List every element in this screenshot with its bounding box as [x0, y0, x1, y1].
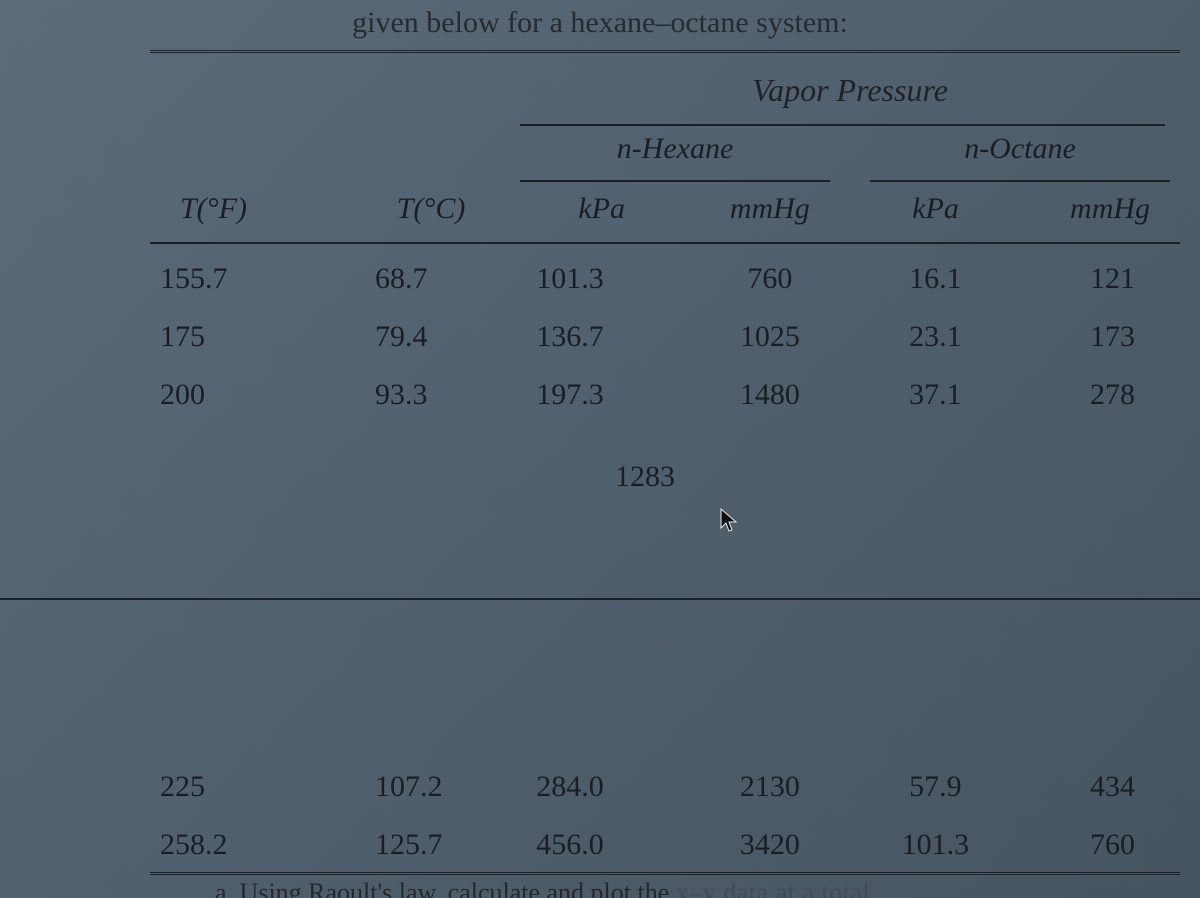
cell-mmhg-octane: 173 — [1018, 320, 1180, 354]
cell-tf: 155.7 — [150, 262, 345, 296]
cell-kpa-hexane: 101.3 — [516, 262, 687, 296]
col-header-mmhg-hexane: mmHg — [687, 192, 853, 238]
col-header-kpa-octane: kPa — [853, 192, 1019, 238]
cell-tc: 107.2 — [345, 770, 516, 804]
table-row: 175 79.4 136.7 1025 23.1 173 — [150, 308, 1180, 366]
col-header-tc: T(°C) — [346, 192, 517, 238]
header-n-octane: n-Octane — [870, 132, 1170, 166]
cell-tf: 200 — [150, 378, 345, 412]
cursor-icon — [720, 508, 738, 534]
page: given below for a hexane–octane system: … — [0, 0, 1200, 898]
table-row: 155.7 68.7 101.3 760 16.1 121 — [150, 250, 1180, 308]
footnote-text-faint: x–y data at a total — [676, 878, 870, 898]
footnote-label: a. — [215, 878, 233, 898]
col-header-kpa-hexane: kPa — [516, 192, 687, 238]
rule-under-hexane — [520, 180, 830, 182]
cell-tc: 68.7 — [345, 262, 516, 296]
cell-kpa-hexane: 456.0 — [516, 828, 687, 862]
cell-kpa-hexane: 284.0 — [516, 770, 687, 804]
cell-kpa-hexane: 197.3 — [516, 378, 687, 412]
rule-under-vapor — [520, 124, 1165, 126]
cell-mmhg-octane: 760 — [1018, 828, 1180, 862]
col-header-tf: T(°F) — [150, 192, 346, 238]
table-row: 258.2 125.7 456.0 3420 101.3 760 — [150, 816, 1180, 874]
cell-kpa-octane: 16.1 — [853, 262, 1019, 296]
cell-mmhg-hexane: 3420 — [687, 828, 853, 862]
cell-kpa-octane: 23.1 — [853, 320, 1019, 354]
cell-mmhg-hexane: 760 — [687, 262, 853, 296]
cell-mmhg-octane: 121 — [1018, 262, 1180, 296]
rule-top-double — [150, 50, 1180, 53]
footnote-text: Using Raoult's law, calculate and plot t… — [240, 878, 676, 898]
cell-mmhg-octane: 434 — [1018, 770, 1180, 804]
table-row: 200 93.3 197.3 1480 37.1 278 — [150, 366, 1180, 424]
cell-kpa-hexane: 136.7 — [516, 320, 687, 354]
table-rows-lower: 225 107.2 284.0 2130 57.9 434 258.2 125.… — [150, 758, 1180, 874]
table-row: 225 107.2 284.0 2130 57.9 434 — [150, 758, 1180, 816]
rule-bottom-double — [150, 872, 1180, 875]
cell-tc: 125.7 — [345, 828, 516, 862]
header-vapor-pressure: Vapor Pressure — [520, 72, 1180, 109]
col-header-mmhg-octane: mmHg — [1018, 192, 1180, 238]
rule-under-column-headers — [150, 242, 1180, 244]
stray-value: 1283 — [615, 460, 675, 494]
rule-full-width-mid — [0, 598, 1200, 600]
cell-tf: 225 — [150, 770, 345, 804]
cell-kpa-octane: 101.3 — [853, 828, 1019, 862]
cell-mmhg-octane: 278 — [1018, 378, 1180, 412]
cell-mmhg-hexane: 1025 — [687, 320, 853, 354]
cell-mmhg-hexane: 2130 — [687, 770, 853, 804]
cell-tf: 258.2 — [150, 828, 345, 862]
cell-mmhg-hexane: 1480 — [687, 378, 853, 412]
rule-under-octane — [870, 180, 1170, 182]
cell-kpa-octane: 57.9 — [853, 770, 1019, 804]
cell-tc: 93.3 — [345, 378, 516, 412]
header-n-hexane: n-Hexane — [520, 132, 830, 166]
table-rows-upper: 155.7 68.7 101.3 760 16.1 121 175 79.4 1… — [150, 250, 1180, 424]
table-caption: given below for a hexane–octane system: — [0, 6, 1200, 40]
footnote: a. Using Raoult's law, calculate and plo… — [215, 878, 870, 898]
cell-tf: 175 — [150, 320, 345, 354]
column-headers-row: T(°F) T(°C) kPa mmHg kPa mmHg — [150, 192, 1180, 238]
cell-tc: 79.4 — [345, 320, 516, 354]
cell-kpa-octane: 37.1 — [853, 378, 1019, 412]
